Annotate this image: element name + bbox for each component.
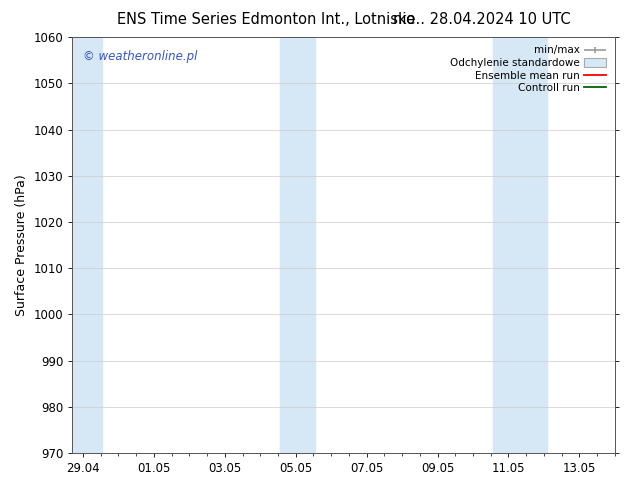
Bar: [493, 37, 548, 453]
Bar: [72, 37, 103, 453]
Text: © weatheronline.pl: © weatheronline.pl: [83, 49, 198, 63]
Bar: [280, 37, 315, 453]
Text: ENS Time Series Edmonton Int., Lotnisko: ENS Time Series Edmonton Int., Lotnisko: [117, 12, 415, 27]
Text: nie.. 28.04.2024 10 UTC: nie.. 28.04.2024 10 UTC: [393, 12, 571, 27]
Legend: min/max, Odchylenie standardowe, Ensemble mean run, Controll run: min/max, Odchylenie standardowe, Ensembl…: [446, 42, 610, 97]
Y-axis label: Surface Pressure (hPa): Surface Pressure (hPa): [15, 174, 28, 316]
